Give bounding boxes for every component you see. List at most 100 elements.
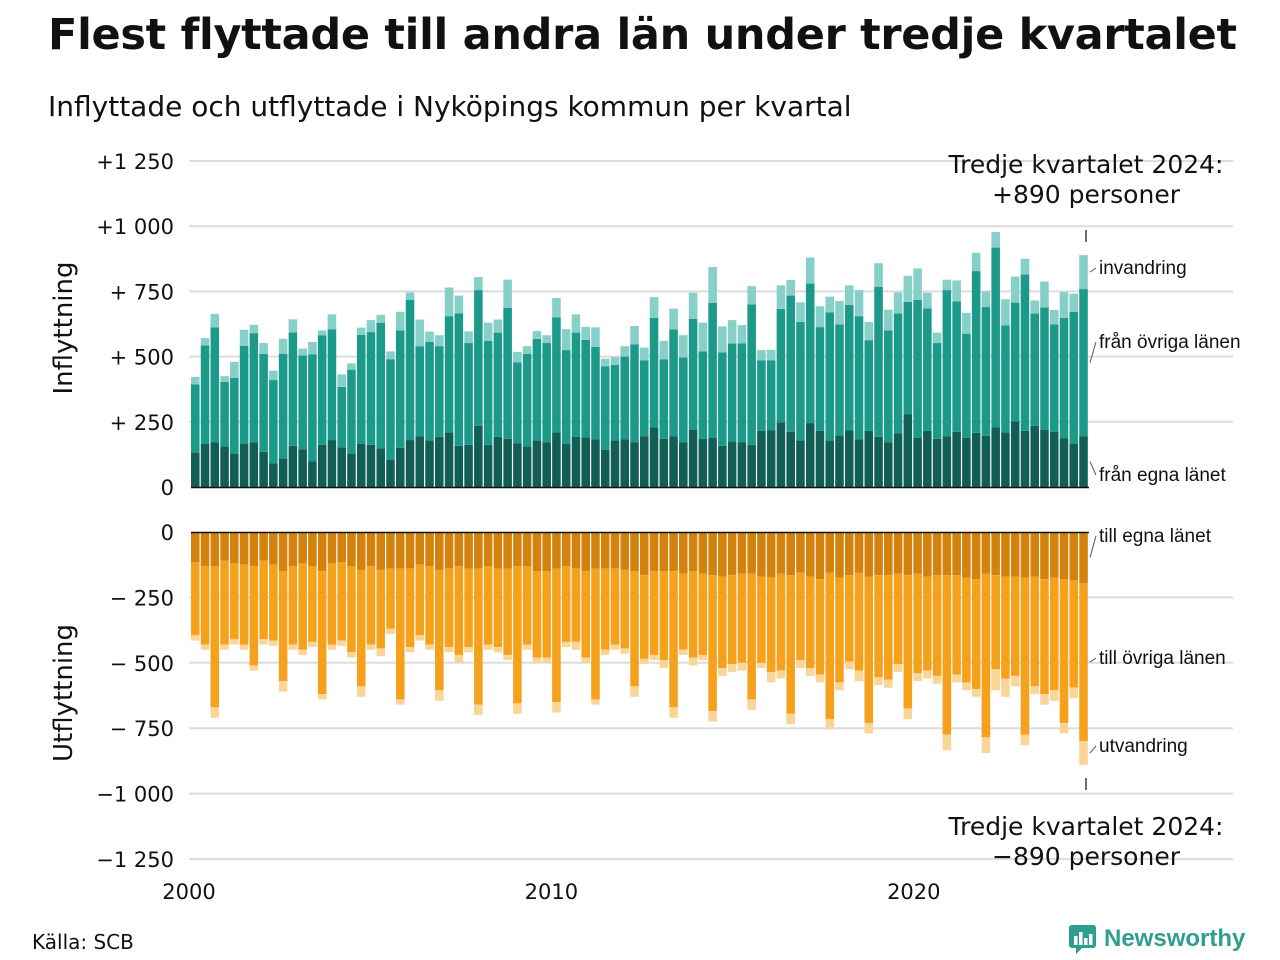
bar-in-0 bbox=[435, 436, 444, 487]
bar-in-1 bbox=[1010, 302, 1020, 422]
bar-out-0 bbox=[581, 532, 590, 572]
bar-in-1 bbox=[337, 386, 346, 448]
bar-in-2 bbox=[191, 376, 200, 385]
bar-in-0 bbox=[366, 444, 376, 487]
bar-out-1 bbox=[503, 568, 512, 655]
bar-in-1 bbox=[298, 355, 307, 450]
bottom-y-tick-label: −1 000 bbox=[96, 783, 174, 807]
bar-out-2 bbox=[923, 670, 932, 679]
bar-out-0 bbox=[483, 532, 493, 567]
bar-out-0 bbox=[776, 532, 786, 574]
bar-out-1 bbox=[581, 571, 590, 658]
bar-in-2 bbox=[415, 319, 425, 347]
x-tick-label: 2000 bbox=[162, 880, 215, 904]
newsworthy-logo[interactable]: Newsworthy bbox=[1068, 924, 1245, 954]
bar-out-2 bbox=[327, 644, 337, 650]
bar-out-1 bbox=[981, 573, 991, 738]
bar-out-2 bbox=[366, 644, 376, 650]
bar-out-1 bbox=[864, 576, 874, 723]
bar-out-0 bbox=[230, 532, 239, 564]
bar-in-0 bbox=[513, 443, 522, 487]
bar-out-2 bbox=[308, 641, 317, 648]
bar-in-1 bbox=[825, 312, 835, 441]
bar-in-2 bbox=[1020, 258, 1030, 275]
bar-out-2 bbox=[337, 640, 346, 646]
bar-in-0 bbox=[688, 429, 698, 487]
top-series-connector bbox=[1089, 461, 1097, 476]
bar-in-0 bbox=[269, 463, 278, 487]
bar-out-1 bbox=[620, 569, 630, 649]
bar-out-1 bbox=[1040, 579, 1049, 695]
bar-out-2 bbox=[874, 677, 883, 686]
bar-out-2 bbox=[630, 686, 639, 697]
bar-out-1 bbox=[327, 563, 337, 645]
annotation-bottom-line2: −890 personer bbox=[992, 842, 1180, 871]
bar-out-2 bbox=[766, 671, 776, 683]
bar-out-0 bbox=[474, 532, 483, 569]
bar-in-2 bbox=[327, 314, 337, 330]
bar-out-1 bbox=[308, 566, 317, 642]
bar-in-2 bbox=[435, 335, 444, 347]
bar-in-0 bbox=[561, 443, 571, 487]
bar-in-2 bbox=[874, 263, 883, 287]
bar-out-2 bbox=[347, 652, 356, 658]
bar-in-1 bbox=[513, 362, 522, 444]
bar-in-0 bbox=[786, 431, 795, 487]
bar-out-1 bbox=[815, 579, 825, 675]
bar-out-2 bbox=[844, 661, 854, 670]
bar-in-1 bbox=[718, 352, 727, 446]
bar-out-0 bbox=[210, 532, 220, 567]
bar-out-1 bbox=[659, 571, 669, 661]
bar-in-2 bbox=[776, 285, 786, 309]
bar-in-0 bbox=[1059, 438, 1069, 487]
bar-out-0 bbox=[1001, 532, 1010, 577]
bar-in-2 bbox=[269, 370, 278, 381]
bar-out-0 bbox=[522, 532, 532, 567]
bar-in-0 bbox=[669, 436, 678, 487]
bar-in-0 bbox=[776, 422, 786, 487]
bar-out-1 bbox=[561, 566, 571, 642]
bar-out-0 bbox=[503, 532, 512, 569]
bar-out-2 bbox=[220, 644, 229, 650]
bar-out-1 bbox=[737, 573, 747, 663]
bar-in-1 bbox=[649, 318, 659, 428]
bar-in-1 bbox=[356, 334, 366, 444]
bar-out-2 bbox=[913, 673, 922, 682]
bar-in-2 bbox=[356, 327, 366, 335]
bar-out-0 bbox=[542, 532, 551, 572]
bar-out-2 bbox=[474, 704, 483, 716]
bar-out-2 bbox=[1010, 675, 1020, 687]
bar-in-1 bbox=[376, 322, 386, 449]
bar-in-0 bbox=[620, 439, 630, 487]
bar-out-1 bbox=[923, 576, 932, 671]
bar-out-2 bbox=[483, 644, 493, 650]
bar-out-2 bbox=[239, 644, 249, 650]
bar-out-0 bbox=[454, 532, 464, 567]
bar-in-0 bbox=[249, 442, 259, 487]
bar-out-0 bbox=[932, 532, 942, 576]
bar-out-2 bbox=[679, 649, 688, 655]
bar-in-2 bbox=[483, 322, 493, 341]
bar-in-2 bbox=[386, 351, 395, 360]
bar-out-1 bbox=[435, 569, 444, 691]
bar-out-2 bbox=[640, 658, 649, 665]
bar-out-2 bbox=[620, 648, 630, 654]
bar-in-0 bbox=[239, 443, 249, 487]
bar-out-1 bbox=[542, 571, 551, 658]
bar-in-1 bbox=[805, 283, 815, 424]
bar-in-2 bbox=[757, 350, 766, 361]
bar-in-0 bbox=[727, 441, 737, 487]
bar-in-0 bbox=[278, 458, 288, 487]
bar-out-1 bbox=[347, 566, 356, 653]
bar-in-2 bbox=[893, 292, 903, 314]
bar-out-2 bbox=[688, 657, 698, 666]
bar-in-0 bbox=[1040, 429, 1049, 487]
bar-in-1 bbox=[405, 299, 415, 441]
bar-in-2 bbox=[796, 302, 805, 322]
bar-in-0 bbox=[971, 432, 981, 487]
bar-in-0 bbox=[200, 443, 210, 487]
bar-out-0 bbox=[825, 532, 835, 573]
bar-out-1 bbox=[259, 560, 268, 640]
bar-in-0 bbox=[522, 446, 532, 487]
bar-out-1 bbox=[991, 575, 1000, 670]
